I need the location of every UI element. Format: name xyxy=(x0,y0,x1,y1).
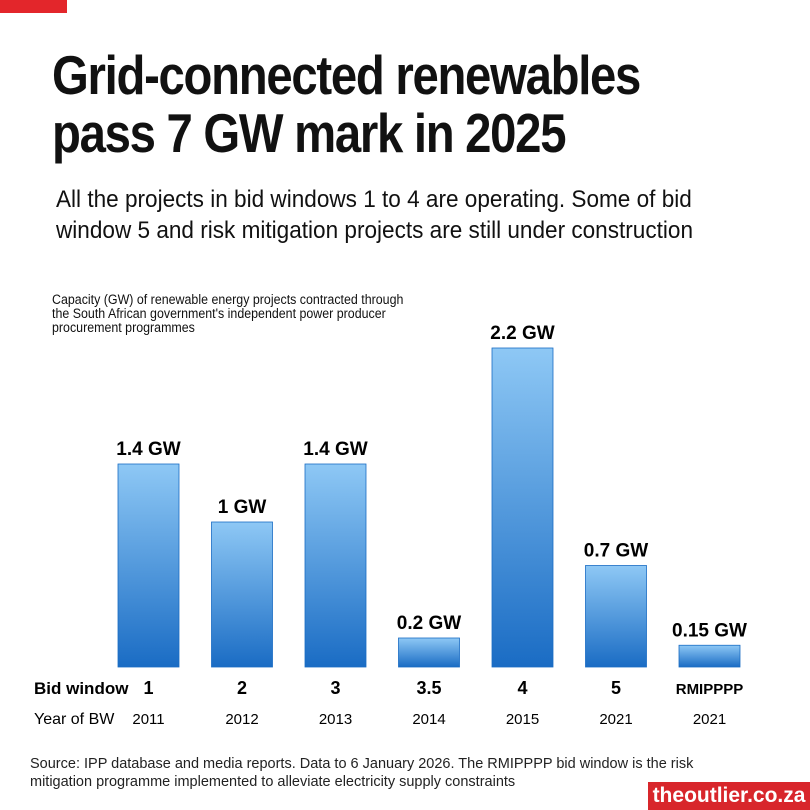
year-label: 2011 xyxy=(132,711,164,728)
bar-chart: Bid window Year of BW 1.4 GW 1 2011 1 GW 2 20… xyxy=(34,323,747,728)
data-label: 1 GW xyxy=(218,497,267,518)
data-label: 0.15 GW xyxy=(672,620,747,641)
data-label: 1.4 GW xyxy=(116,439,180,460)
category-label: 3 xyxy=(330,678,340,698)
year-row-label: Year of BW xyxy=(34,711,115,728)
year-label: 2015 xyxy=(506,711,539,728)
brand-logo[interactable]: theoutlier.co.za xyxy=(648,782,810,810)
category-label: 1 xyxy=(143,678,153,698)
data-label: 2.2 GW xyxy=(490,323,554,344)
year-label: 2012 xyxy=(225,711,258,728)
bar xyxy=(491,347,554,668)
category-label: RMIPPPP xyxy=(676,681,744,698)
bid-window-row-label: Bid window xyxy=(34,679,129,698)
year-label: 2021 xyxy=(693,711,726,728)
bar xyxy=(398,637,460,668)
bar xyxy=(304,463,367,668)
category-label: 2 xyxy=(237,678,247,698)
data-label: 0.2 GW xyxy=(397,613,461,634)
year-label: 2021 xyxy=(599,711,632,728)
bar xyxy=(678,644,741,668)
y-axis-label: Capacity (GW) of renewable energy projec… xyxy=(52,292,404,335)
bar xyxy=(585,565,647,668)
subtitle: All the projects in bid windows 1 to 4 a… xyxy=(56,186,693,244)
source-note: Source: IPP database and media reports. … xyxy=(30,756,694,790)
data-label: 0.7 GW xyxy=(584,541,648,562)
bar xyxy=(211,521,273,668)
category-label: 5 xyxy=(611,678,621,698)
data-label: 1.4 GW xyxy=(303,439,367,460)
page-title: Grid-connected renewables pass 7 GW mark… xyxy=(52,44,641,164)
accent-bar xyxy=(0,0,67,13)
year-label: 2013 xyxy=(319,711,352,728)
category-label: 4 xyxy=(517,678,527,698)
bar xyxy=(117,463,180,668)
category-label: 3.5 xyxy=(416,678,441,698)
year-label: 2014 xyxy=(412,711,445,728)
